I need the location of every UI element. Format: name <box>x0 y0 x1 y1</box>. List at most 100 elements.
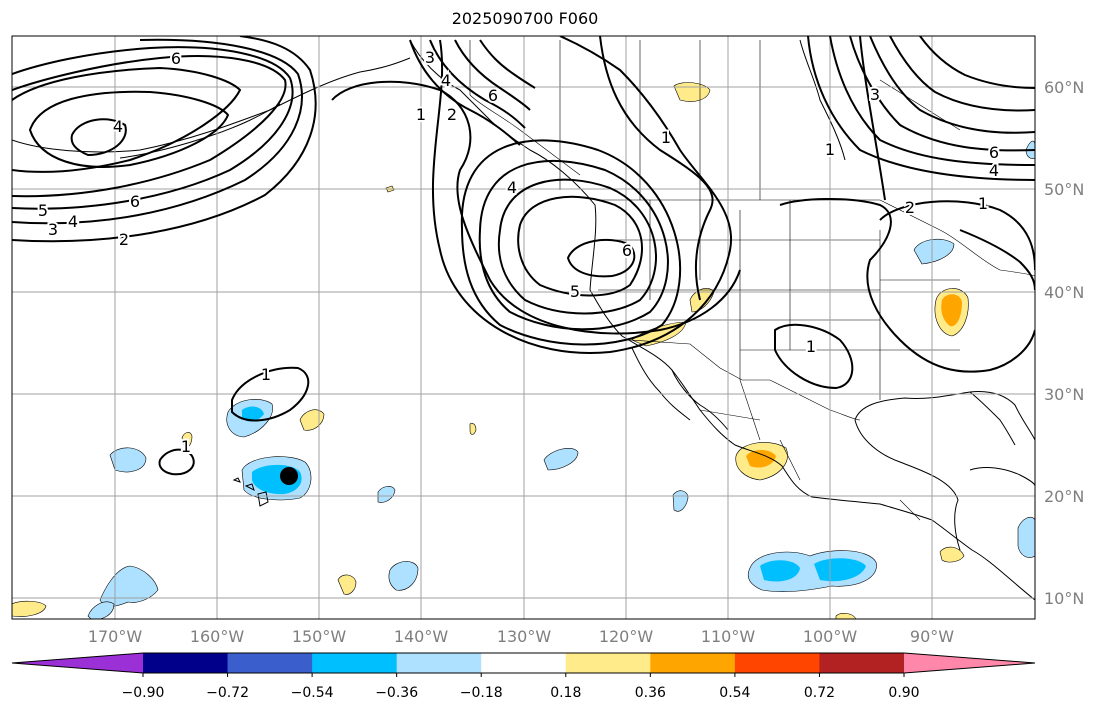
contour-label: 6 <box>171 49 181 68</box>
hawaii-islands <box>232 477 269 507</box>
lon-label: 130°W <box>497 627 552 646</box>
lat-label: 30°N <box>1044 385 1084 404</box>
positive-fill-8 <box>12 600 47 617</box>
positive-fill-6 <box>469 422 477 435</box>
contour-east-4 <box>869 36 1035 134</box>
lon-label: 110°W <box>701 627 756 646</box>
contour-label: 5 <box>38 201 48 220</box>
contour-label: 4 <box>989 161 999 180</box>
negative-core-southeast-2 <box>814 558 866 582</box>
contour-label: 2 <box>119 230 129 249</box>
contour-low-2 <box>517 195 643 297</box>
positive-fill-tiny-2 <box>835 613 857 619</box>
storm-center-marker <box>280 467 298 485</box>
colorbar-tick-label: 0.36 <box>635 685 666 701</box>
contour-west-inner <box>70 118 127 157</box>
contour-label: 4 <box>113 117 123 136</box>
contour-label: 6 <box>989 143 999 162</box>
colorbar-segment <box>396 653 482 673</box>
lon-label: 100°W <box>803 627 858 646</box>
contour-alaska-3 <box>454 39 531 111</box>
contour-lines <box>12 36 1035 476</box>
negative-fill-small-1 <box>109 447 147 473</box>
contour-label: 1 <box>661 128 671 147</box>
lat-label: 50°N <box>1044 180 1084 199</box>
mexico-state-lines <box>699 379 921 521</box>
contour-label: 1 <box>261 365 271 384</box>
contour-label: 3 <box>48 220 58 239</box>
colorbar-extend-low <box>12 653 143 673</box>
contour-label: 1 <box>181 437 191 456</box>
contour-label: 4 <box>68 212 78 231</box>
contour-label: 4 <box>441 71 451 90</box>
contour-label: 6 <box>130 192 140 211</box>
political-borders <box>469 40 1035 521</box>
lat-label: 20°N <box>1044 487 1084 506</box>
contour-low-3 <box>497 178 657 315</box>
positive-core-mexico <box>746 450 776 468</box>
contour-east-1 <box>807 36 1035 181</box>
contour-alaska-1 <box>409 39 521 146</box>
contour-west-7 <box>12 36 317 243</box>
contour-label: 5 <box>570 282 580 301</box>
negative-fill-small-5 <box>388 561 419 591</box>
contour-east-2 <box>829 36 1035 166</box>
contour-east-3 <box>849 36 1035 152</box>
colorbar-tick-label: −0.90 <box>122 685 165 701</box>
positive-fill-centralam <box>939 546 965 563</box>
contour-east-7 <box>859 36 886 201</box>
contour-alaska-4 <box>479 39 536 89</box>
negative-fill-small-2 <box>543 448 579 471</box>
contour-label: 3 <box>870 85 880 104</box>
contour-low-4 <box>478 159 669 331</box>
map-title: 2025090700 F060 <box>451 9 599 28</box>
contour-one-hudson <box>599 36 714 301</box>
contour-low-6 <box>431 36 733 354</box>
contour-label: 1 <box>978 194 988 213</box>
lon-label: 140°W <box>394 627 449 646</box>
contour-hawaii-1 <box>231 366 310 422</box>
contour-west-4 <box>12 55 287 198</box>
us-mexico-border <box>629 339 861 421</box>
baja-peninsula <box>631 347 691 421</box>
contour-label: 2 <box>447 105 457 124</box>
colorbar-tick-label: −0.36 <box>375 685 418 701</box>
contour-label-group: 6 4 5 3 2 4 6 1 2 3 4 6 1 4 5 6 1 2 1 1 … <box>36 46 1001 458</box>
lon-label: 150°W <box>292 627 347 646</box>
contour-label: 1 <box>416 105 426 124</box>
lat-label: 40°N <box>1044 283 1084 302</box>
lon-label: 90°W <box>910 627 954 646</box>
colorbar-segment <box>481 653 567 673</box>
contour-label: 1 <box>806 337 816 356</box>
contour-west-2 <box>28 90 230 168</box>
contour-east-8 <box>959 229 1035 291</box>
colorbar-segment <box>143 653 229 673</box>
contour-midwest-1 <box>779 197 1035 373</box>
contour-east-6 <box>919 36 1035 89</box>
colorbar-tick-label: 0.90 <box>888 685 919 701</box>
colorbar-segment <box>227 653 313 673</box>
colorbar: −0.90 −0.72 −0.54 −0.36 −0.18 0.18 0.36 0.54 0.7… <box>11 652 1036 701</box>
map-frame <box>11 35 1036 620</box>
negative-core-north <box>242 406 264 422</box>
colorbar-tick-label: −0.18 <box>460 685 503 701</box>
lat-label: 10°N <box>1044 589 1084 608</box>
negative-core-southeast-1 <box>760 560 800 582</box>
hudson-bay <box>799 39 846 161</box>
colorbar-segment <box>650 653 736 673</box>
contour-alaska-2 <box>429 39 526 129</box>
contour-label: 3 <box>425 48 435 67</box>
positive-fill-4 <box>299 409 325 431</box>
contour-label: 4 <box>507 178 517 197</box>
florida <box>969 391 1016 446</box>
map-plot-area: 6 4 5 3 2 4 6 1 2 3 4 6 1 4 5 6 1 2 1 1 … <box>12 36 1035 619</box>
contour-hawaii-2 <box>158 448 195 476</box>
colorbar-segment <box>819 653 905 673</box>
positive-fill-7 <box>337 574 357 595</box>
contour-east-5 <box>889 36 1035 112</box>
contour-texas <box>774 323 854 390</box>
contour-label: 6 <box>488 86 498 105</box>
negative-fill-sw-2 <box>87 601 115 619</box>
gulf-coast <box>854 391 1035 551</box>
positive-fill-5 <box>181 432 193 448</box>
